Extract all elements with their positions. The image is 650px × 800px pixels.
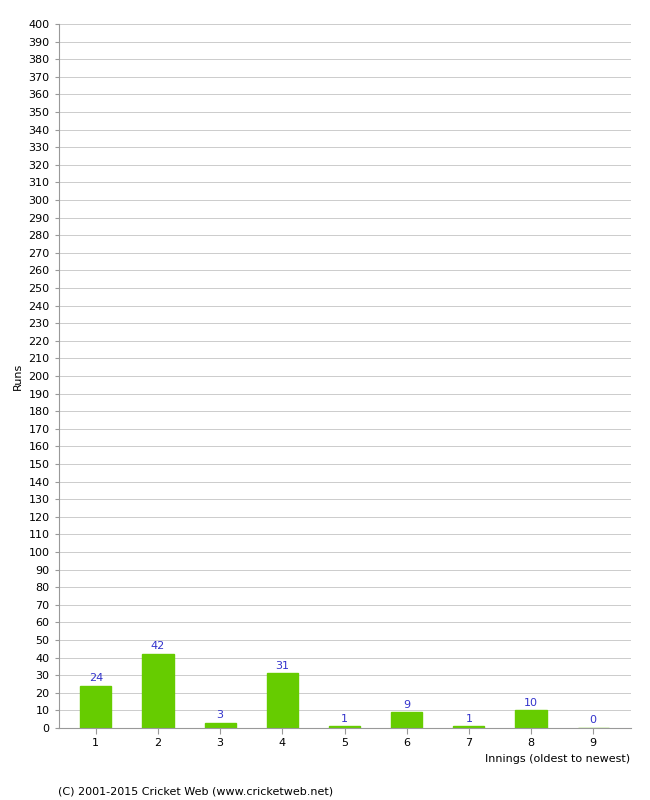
X-axis label: Innings (oldest to newest): Innings (oldest to newest) <box>486 754 630 764</box>
Text: (C) 2001-2015 Cricket Web (www.cricketweb.net): (C) 2001-2015 Cricket Web (www.cricketwe… <box>58 786 333 796</box>
Text: 1: 1 <box>465 714 473 723</box>
Bar <box>142 654 174 728</box>
Text: 42: 42 <box>151 642 165 651</box>
Bar <box>205 722 236 728</box>
Bar <box>80 686 111 728</box>
Text: 3: 3 <box>216 710 224 720</box>
Text: 10: 10 <box>524 698 538 708</box>
Text: 1: 1 <box>341 714 348 723</box>
Bar <box>515 710 547 728</box>
Text: 31: 31 <box>276 661 289 670</box>
Text: 0: 0 <box>590 715 597 726</box>
Y-axis label: Runs: Runs <box>12 362 23 390</box>
Bar <box>329 726 360 728</box>
Bar <box>266 674 298 728</box>
Text: 24: 24 <box>88 673 103 683</box>
Bar <box>391 712 423 728</box>
Bar <box>453 726 484 728</box>
Text: 9: 9 <box>403 699 410 710</box>
